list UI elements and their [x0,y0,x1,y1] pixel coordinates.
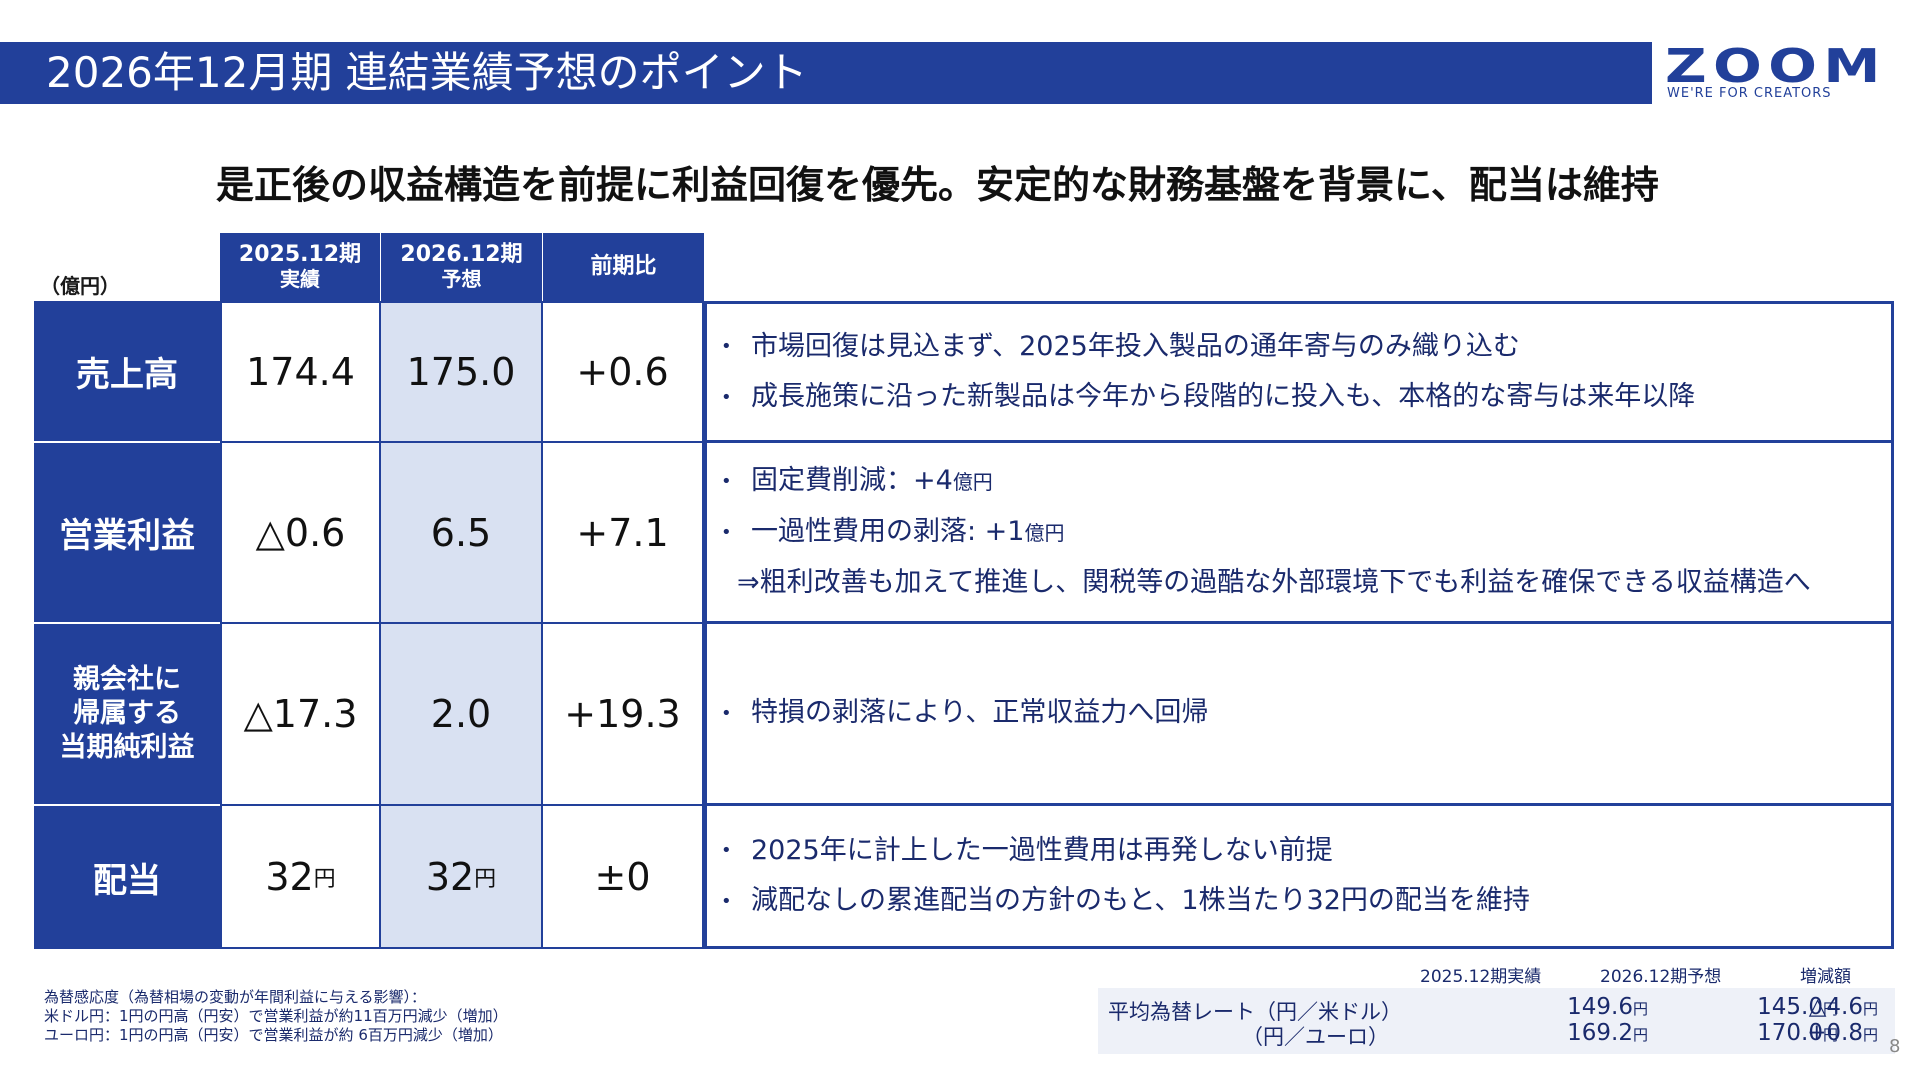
bullet-text: 市場回復は見込まず、2025年投入製品の通年寄与のみ織り込む [751,330,1520,362]
row-label-operating-income: 営業利益 [34,443,220,624]
fx-value: +0.8 [1807,1020,1863,1046]
logo-tagline: WE'RE FOR CREATORS [1667,86,1832,101]
bullet-item: • 減配なしの累進配当の方針のもと、1株当たり32円の配当を維持 [721,876,1891,927]
bullet-item: • 2025年に計上した一過性費用は再発しない前提 [721,826,1891,877]
cell-forecast: 6.5 [381,443,543,624]
cell-value: 32 [265,854,314,899]
footnote-line: ユーロ円：1円の円高（円安）で営業利益が約 6百万円減少（増加） [44,1026,503,1044]
cell-forecast: 175.0 [381,301,543,443]
bullet-dot: • [721,521,732,543]
bullet-text: 一過性費用の剥落: +1 [751,516,1025,547]
fx-usd-forecast: 145.0円 [1658,994,1838,1020]
bullet-dot: • [721,840,732,861]
fx-unit: 円 [1632,1026,1648,1044]
column-header-line2: 予想 [441,267,482,291]
cell-actual: △0.6 [220,443,381,624]
bullet-dot: • [721,336,732,357]
bullet-dot: • [721,470,732,492]
column-header-actual: 2025.12期 実績 [220,233,381,301]
footnote-line: 為替感応度（為替相場の変動が年間利益に与える影響）： [44,988,427,1006]
row-label-dividend: 配当 [34,806,220,949]
bullet-text: 2025年に計上した一過性費用は再発しない前提 [751,834,1333,866]
slide-title: 2026年12月期 連結業績予想のポイント [46,48,808,97]
fx-usd-change: △4.6円 [1778,994,1878,1020]
fx-header-actual: 2025.12期実績 [1420,967,1542,987]
row-label-line: 当期純利益 [59,732,195,763]
column-header-line1: 2025.12期 [238,242,362,267]
bullet-text: 特損の剥落により、正常収益力へ回帰 [751,697,1209,729]
row-label-line: 帰属する [73,698,181,729]
bullet-text: 固定費削減：+4 [751,465,953,496]
fx-rate-table: 平均為替レート（円／米ドル） （円／ユーロ） 149.6円 169.2円 145… [1098,988,1895,1054]
row-label-net-sales: 売上高 [34,301,220,443]
fx-header-forecast: 2026.12期予想 [1600,967,1722,987]
bullet-unit: 億円 [1024,521,1065,545]
bullet-item: • 一過性費用の剥落: +1億円 [721,507,1891,558]
headline: 是正後の収益構造を前提に利益回復を優先。安定的な財務基盤を背景に、配当は維持 [216,163,1659,207]
fx-unit: 円 [1862,1000,1878,1018]
fx-usd-actual: 149.6円 [1468,994,1648,1020]
cell-actual: △17.3 [220,624,381,806]
row-label-net-income: 親会社に 帰属する 当期純利益 [34,624,220,806]
page-number: 8 [1889,1036,1901,1057]
bullet-item: • 固定費削減：+4億円 [721,456,1891,507]
fx-value: 149.6 [1567,994,1633,1020]
bullet-dot: • [721,702,732,724]
fx-unit: 円 [1822,1000,1838,1018]
bullet-dot: • [721,386,732,408]
cell-value: 32 [425,854,475,899]
bullet-text: 減配なしの累進配当の方針のもと、1株当たり32円の配当を維持 [751,885,1530,916]
row-label-line: 親会社に [73,664,181,695]
cell-forecast: 2.0 [381,624,543,806]
cell-change: +19.3 [543,624,704,806]
column-header-change: 前期比 [543,233,704,301]
column-header-forecast: 2026.12期 予想 [381,233,543,301]
cell-actual: 174.4 [220,301,381,443]
cell-change: +7.1 [543,443,704,624]
fx-label-eur: （円／ユーロ） [1242,1025,1389,1049]
bullet-unit: 億円 [952,470,993,494]
fx-value: 170.0 [1757,1020,1823,1046]
unit-label: （億円） [40,274,120,298]
bullet-dot: • [721,890,732,912]
cell-actual: 32 円 [220,806,381,949]
column-header-line1: 前期比 [590,254,657,279]
fx-value: 169.2 [1567,1020,1633,1046]
fx-eur-actual: 169.2円 [1468,1020,1648,1046]
cell-forecast: 32 円 [381,806,543,949]
fx-unit: 円 [1632,1000,1648,1018]
logo-wordmark: ZOOM [1665,39,1887,93]
arrow-note: ⇒粗利改善も加えて推進し、関税等の過酷な外部環境下でも利益を確保できる収益構造へ [737,567,1811,598]
column-header-line1: 2026.12期 [400,242,523,267]
fx-unit: 円 [1822,1026,1838,1044]
comment-cell-net-income: • 特損の剥落により、正常収益力へ回帰 [704,624,1894,806]
fx-value: 145.0 [1757,994,1823,1020]
fx-eur-forecast: 170.0円 [1658,1020,1838,1046]
zoom-logo: ZOOM WE'RE FOR CREATORS [1665,43,1915,104]
cell-change: +0.6 [543,301,704,443]
fx-value: △4.6 [1808,994,1863,1020]
cell-change: ±0 [543,806,704,949]
title-bar: 2026年12月期 連結業績予想のポイント [0,42,1652,104]
bullet-text: 成長施策に沿った新製品は今年から段階的に投入も、本格的な寄与は来年以降 [751,381,1696,412]
fx-header-change: 増減額 [1800,967,1851,987]
bullet-item: • 市場回復は見込まず、2025年投入製品の通年寄与のみ織り込む [721,322,1891,373]
fx-eur-change: +0.8円 [1778,1020,1878,1046]
fx-sensitivity-note: 為替感応度（為替相場の変動が年間利益に与える影響）： 米ドル円：1円の円高（円安… [44,988,508,1045]
cell-unit: 円 [313,866,336,892]
comment-cell-dividend: • 2025年に計上した一過性費用は再発しない前提 • 減配なしの累進配当の方針のも… [704,806,1894,949]
bullet-item: • 成長施策に沿った新製品は今年から段階的に投入も、本格的な寄与は来年以降 [721,372,1891,423]
fx-unit: 円 [1862,1026,1878,1044]
bullet-item: • 特損の剥落により、正常収益力へ回帰 [721,688,1891,739]
footnote-line: 米ドル円：1円の円高（円安）で営業利益が約11百万円減少（増加） [44,1007,508,1025]
column-header-line2: 実績 [280,267,320,291]
fx-label-usd: 平均為替レート（円／米ドル） [1108,1000,1402,1024]
cell-unit: 円 [474,866,497,892]
comment-cell-net-sales: • 市場回復は見込まず、2025年投入製品の通年寄与のみ織り込む • 成長施策に沿っ… [704,301,1894,443]
comment-cell-operating-income: • 固定費削減：+4億円 • 一過性費用の剥落: +1億円 ⇒粗利改善も加えて推進し… [704,443,1894,624]
